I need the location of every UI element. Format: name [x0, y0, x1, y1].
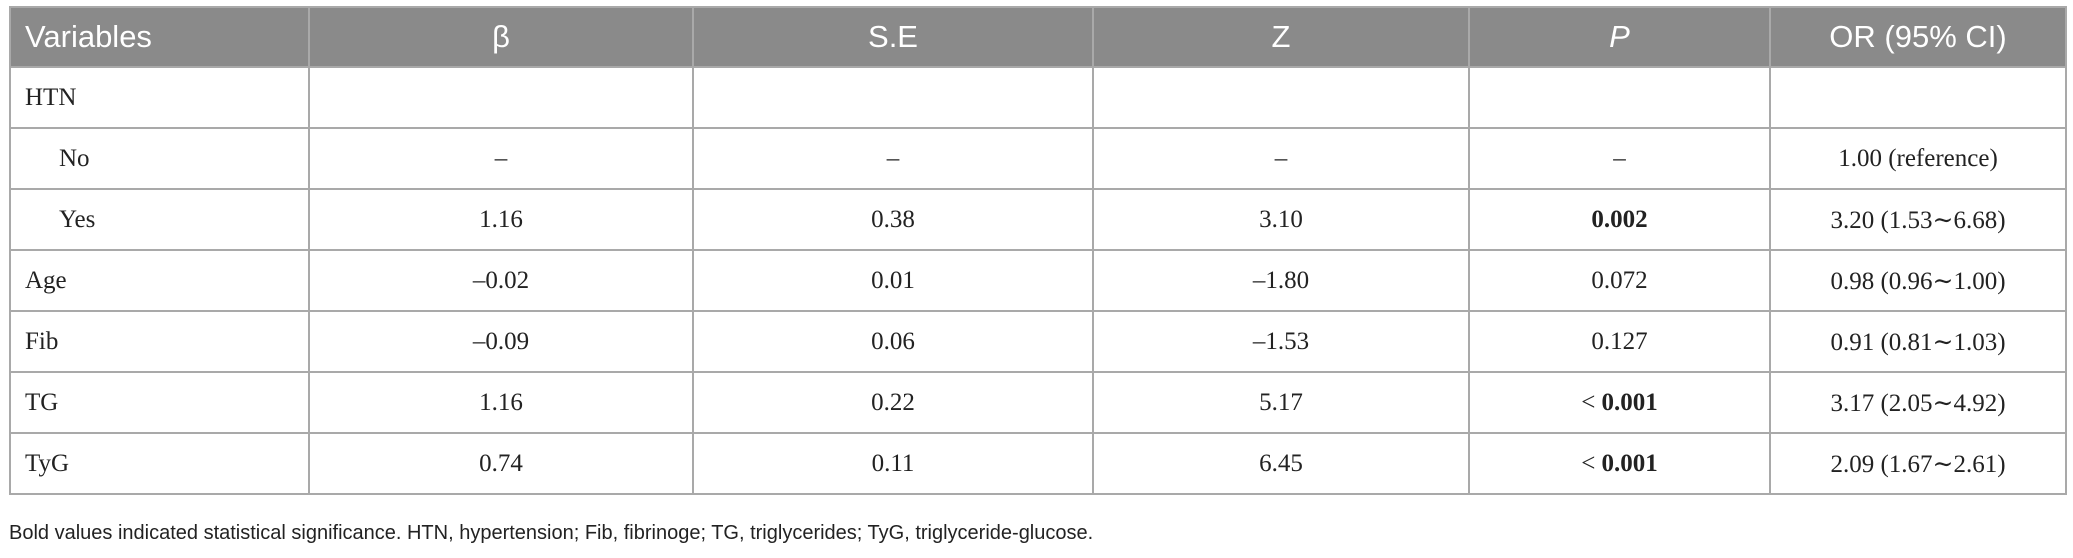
p-cell: 0.127 [1468, 310, 1771, 373]
or-ci-cell [1769, 66, 2067, 129]
p-prefix: < [1581, 449, 1602, 477]
variable-cell: TyG [9, 432, 310, 495]
or-ci-cell: 0.98 (0.96∼1.00) [1769, 249, 2067, 312]
table-row: Yes 1.16 0.38 3.10 0.002 3.20 (1.53∼6.68… [9, 188, 2067, 251]
z-cell [1092, 66, 1470, 129]
table-row: No – – – – 1.00 (reference) [9, 127, 2067, 190]
p-prefix: < [1581, 388, 1602, 416]
beta-cell: –0.02 [308, 249, 694, 312]
header-z: Z [1092, 6, 1470, 68]
table-row: Fib –0.09 0.06 –1.53 0.127 0.91 (0.81∼1.… [9, 310, 2067, 373]
table-row: TyG 0.74 0.11 6.45 < 0.001 2.09 (1.67∼2.… [9, 432, 2067, 495]
se-cell: 0.06 [692, 310, 1094, 373]
regression-table-container: Variables β S.E Z P OR (95% CI) HTN No –… [9, 6, 2067, 495]
regression-table: Variables β S.E Z P OR (95% CI) HTN No –… [9, 6, 2067, 495]
p-cell: 0.072 [1468, 249, 1771, 312]
p-cell: < 0.001 [1468, 371, 1771, 434]
header-p: P [1468, 6, 1771, 68]
z-cell: 3.10 [1092, 188, 1470, 251]
header-beta: β [308, 6, 694, 68]
se-cell: – [692, 127, 1094, 190]
se-cell: 0.22 [692, 371, 1094, 434]
table-row: TG 1.16 0.22 5.17 < 0.001 3.17 (2.05∼4.9… [9, 371, 2067, 434]
table-row: Age –0.02 0.01 –1.80 0.072 0.98 (0.96∼1.… [9, 249, 2067, 312]
beta-cell: 1.16 [308, 371, 694, 434]
beta-cell: 0.74 [308, 432, 694, 495]
se-cell: 0.01 [692, 249, 1094, 312]
z-cell: –1.53 [1092, 310, 1470, 373]
or-ci-cell: 0.91 (0.81∼1.03) [1769, 310, 2067, 373]
p-cell: – [1468, 127, 1771, 190]
variable-cell: Age [9, 249, 310, 312]
p-value: – [1613, 144, 1626, 172]
header-row: Variables β S.E Z P OR (95% CI) [9, 6, 2067, 68]
z-cell: –1.80 [1092, 249, 1470, 312]
se-cell: 0.11 [692, 432, 1094, 495]
or-ci-cell: 3.17 (2.05∼4.92) [1769, 371, 2067, 434]
z-cell: 6.45 [1092, 432, 1470, 495]
p-cell: 0.002 [1468, 188, 1771, 251]
p-value: 0.072 [1591, 266, 1648, 294]
beta-cell: 1.16 [308, 188, 694, 251]
se-cell: 0.38 [692, 188, 1094, 251]
p-value-significant: 0.001 [1601, 449, 1658, 477]
z-cell: – [1092, 127, 1470, 190]
variable-cell: HTN [9, 66, 310, 129]
variable-cell: Fib [9, 310, 310, 373]
or-ci-cell: 3.20 (1.53∼6.68) [1769, 188, 2067, 251]
z-cell: 5.17 [1092, 371, 1470, 434]
se-cell [692, 66, 1094, 129]
p-cell [1468, 66, 1771, 129]
p-value-significant: 0.001 [1601, 388, 1658, 416]
p-value-significant: 0.002 [1591, 205, 1648, 233]
table-footnote: Bold values indicated statistical signif… [9, 522, 1094, 544]
or-ci-cell: 1.00 (reference) [1769, 127, 2067, 190]
beta-cell: – [308, 127, 694, 190]
header-se: S.E [692, 6, 1094, 68]
variable-cell: Yes [9, 188, 310, 251]
table-row: HTN [9, 66, 2067, 129]
beta-cell: –0.09 [308, 310, 694, 373]
header-or-ci: OR (95% CI) [1769, 6, 2067, 68]
variable-cell: No [9, 127, 310, 190]
or-ci-cell: 2.09 (1.67∼2.61) [1769, 432, 2067, 495]
beta-cell [308, 66, 694, 129]
variable-cell: TG [9, 371, 310, 434]
p-cell: < 0.001 [1468, 432, 1771, 495]
p-value: 0.127 [1591, 327, 1648, 355]
header-variables: Variables [9, 6, 310, 68]
